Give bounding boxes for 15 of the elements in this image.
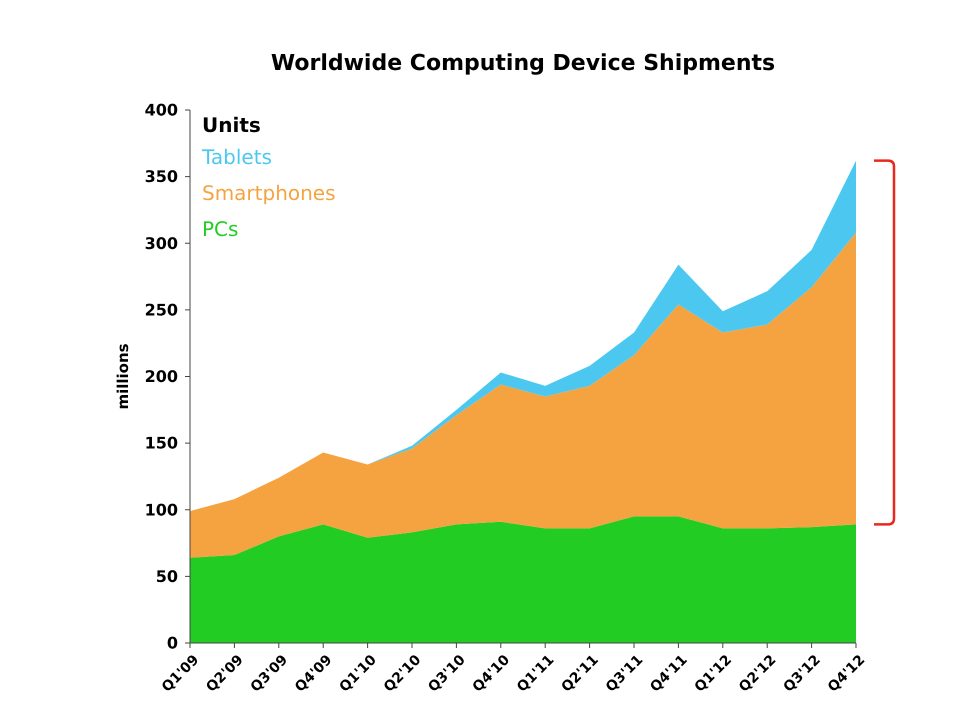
y-tick-label: 300: [144, 234, 178, 253]
text: PCs: [202, 217, 238, 241]
y-tick-label: 350: [144, 167, 178, 186]
text: Tablets: [201, 145, 272, 169]
y-tick-label: 400: [144, 100, 178, 120]
y-tick-label: 100: [144, 500, 178, 520]
y-tick-label: 250: [144, 300, 178, 320]
y-axis-title: millions: [114, 343, 132, 410]
y-tick-label: 0: [166, 634, 178, 653]
text: Smartphones: [202, 181, 336, 205]
legend-title: Units: [202, 113, 261, 137]
y-tick-label: 200: [144, 367, 178, 386]
y-tick-label: 150: [144, 434, 178, 453]
chart-title: Worldwide Computing Device Shipments: [270, 51, 776, 76]
y-tick-label: 50: [156, 566, 178, 586]
